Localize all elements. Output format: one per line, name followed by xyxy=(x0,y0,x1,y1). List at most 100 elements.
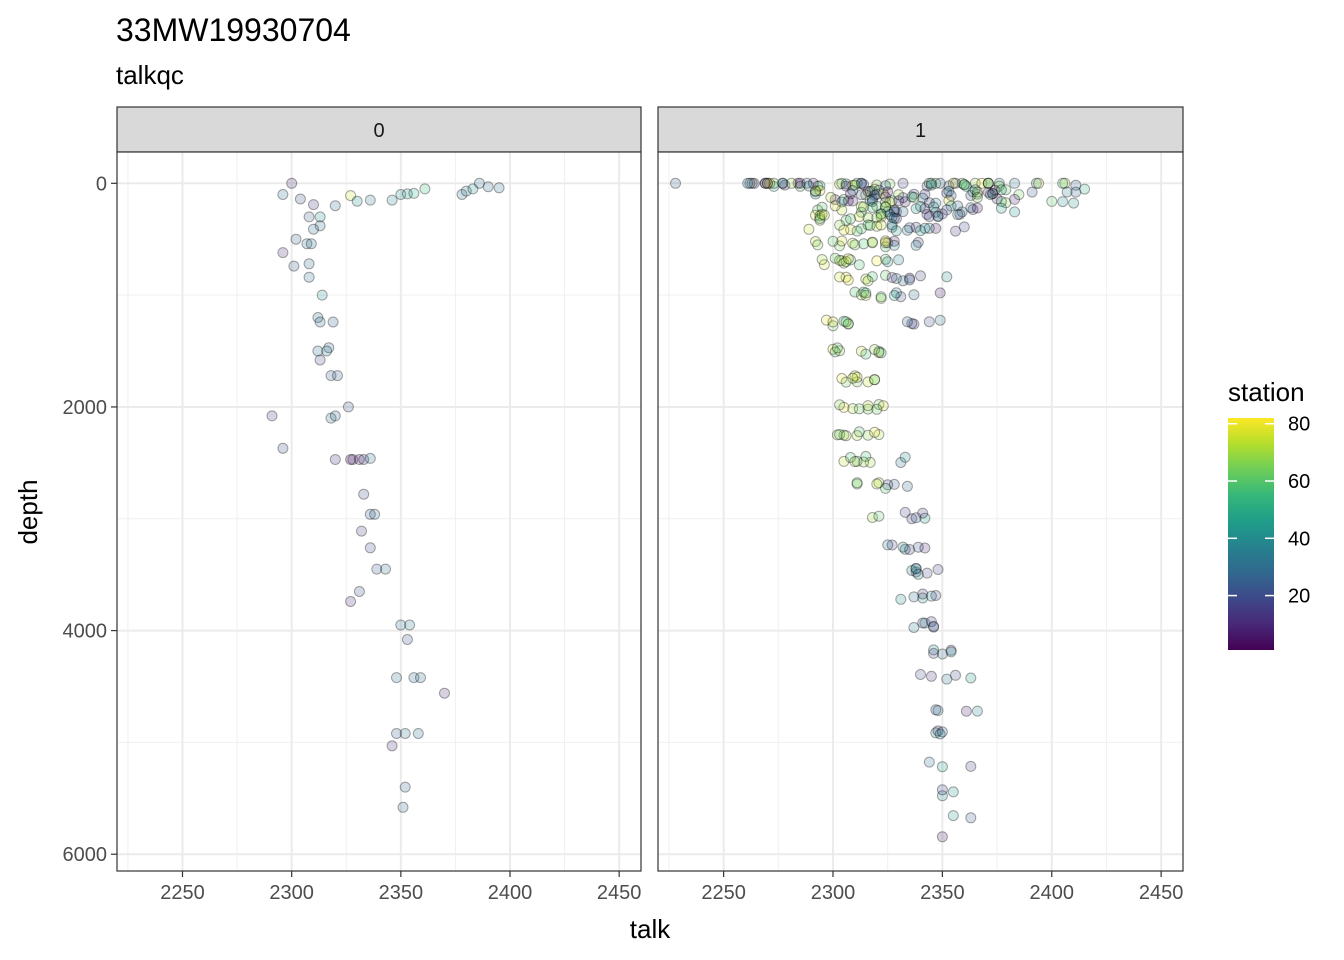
data-point xyxy=(851,477,863,489)
data-point xyxy=(816,254,828,265)
data-point xyxy=(923,177,935,189)
data-point xyxy=(439,687,450,699)
data-point xyxy=(759,177,771,189)
data-point xyxy=(908,622,920,633)
data-point xyxy=(842,318,854,330)
data-point xyxy=(936,726,948,738)
data-point xyxy=(266,410,278,422)
data-point xyxy=(286,177,298,189)
data-point xyxy=(329,200,341,212)
data-point xyxy=(836,204,848,216)
y-tick-label: 4000 xyxy=(63,621,108,643)
data-point xyxy=(890,213,902,224)
data-point xyxy=(880,253,891,265)
data-point xyxy=(840,214,852,226)
data-point xyxy=(838,315,850,327)
data-point xyxy=(910,562,922,574)
data-point xyxy=(810,188,821,200)
data-point xyxy=(401,634,413,645)
data-point xyxy=(888,235,900,247)
facet-panel-1: 1 2250 2300 2350 2400 2450 xyxy=(657,106,1184,904)
data-point xyxy=(827,320,839,332)
data-point xyxy=(408,672,420,684)
data-point xyxy=(460,185,472,197)
y-tick-label: 0 xyxy=(96,173,107,195)
data-point xyxy=(904,274,916,286)
data-point xyxy=(886,219,898,231)
data-point xyxy=(888,239,900,251)
data-point xyxy=(1070,179,1082,191)
data-point xyxy=(873,399,885,410)
data-point xyxy=(969,177,981,189)
data-point xyxy=(928,201,940,213)
data-point xyxy=(314,316,326,328)
data-point xyxy=(932,564,944,575)
data-point xyxy=(849,370,861,382)
data-point xyxy=(862,185,874,197)
data-point xyxy=(829,252,841,264)
data-point xyxy=(862,400,874,412)
data-point xyxy=(934,728,946,740)
plot-area xyxy=(658,152,1183,871)
data-point xyxy=(842,195,854,207)
data-point xyxy=(873,429,885,441)
data-point xyxy=(919,542,931,554)
data-point xyxy=(921,567,933,579)
data-point xyxy=(845,213,856,225)
data-point xyxy=(958,179,970,190)
data-point xyxy=(397,801,409,813)
data-point xyxy=(925,177,937,189)
data-point xyxy=(880,482,891,494)
data-point xyxy=(836,373,848,384)
data-point xyxy=(1030,177,1042,189)
data-point xyxy=(834,429,846,440)
data-point xyxy=(1057,177,1069,189)
points xyxy=(670,177,1091,843)
data-point xyxy=(866,202,878,213)
legend-tick-label: 80 xyxy=(1288,414,1310,436)
data-point xyxy=(818,259,830,271)
data-point xyxy=(882,237,894,249)
data-point xyxy=(932,725,944,737)
data-point xyxy=(919,203,931,215)
data-point xyxy=(312,312,324,323)
data-point xyxy=(932,211,944,223)
data-point xyxy=(764,177,776,189)
data-point xyxy=(910,221,922,233)
data-point xyxy=(884,196,896,208)
data-point xyxy=(936,790,948,802)
data-point xyxy=(936,648,948,660)
chart-title: 33MW19930704 xyxy=(116,12,351,48)
data-point xyxy=(845,254,856,266)
data-point xyxy=(890,206,902,218)
data-point xyxy=(812,239,824,251)
data-point xyxy=(838,224,850,236)
data-point xyxy=(814,210,826,222)
data-point xyxy=(864,219,876,231)
data-point xyxy=(904,544,916,555)
data-point xyxy=(845,224,856,236)
data-point xyxy=(860,289,872,301)
data-point xyxy=(860,189,872,201)
data-point xyxy=(875,292,887,304)
data-point xyxy=(810,236,821,247)
data-point xyxy=(834,254,846,266)
data-point xyxy=(906,191,918,203)
data-point xyxy=(1009,177,1021,189)
data-point xyxy=(814,180,826,192)
data-point xyxy=(899,543,911,555)
data-point xyxy=(864,186,876,197)
data-point xyxy=(943,185,955,197)
data-point xyxy=(985,189,996,201)
data-point xyxy=(906,513,918,525)
data-point xyxy=(855,189,867,201)
data-point xyxy=(987,188,999,200)
data-point xyxy=(958,179,970,191)
data-point xyxy=(875,208,887,220)
y-tick-label: 6000 xyxy=(63,844,108,866)
data-point xyxy=(412,728,424,739)
data-point xyxy=(314,220,326,232)
x-tick-label: 2400 xyxy=(488,882,533,904)
data-point xyxy=(840,430,852,442)
x-tick-label: 2400 xyxy=(1030,882,1075,904)
